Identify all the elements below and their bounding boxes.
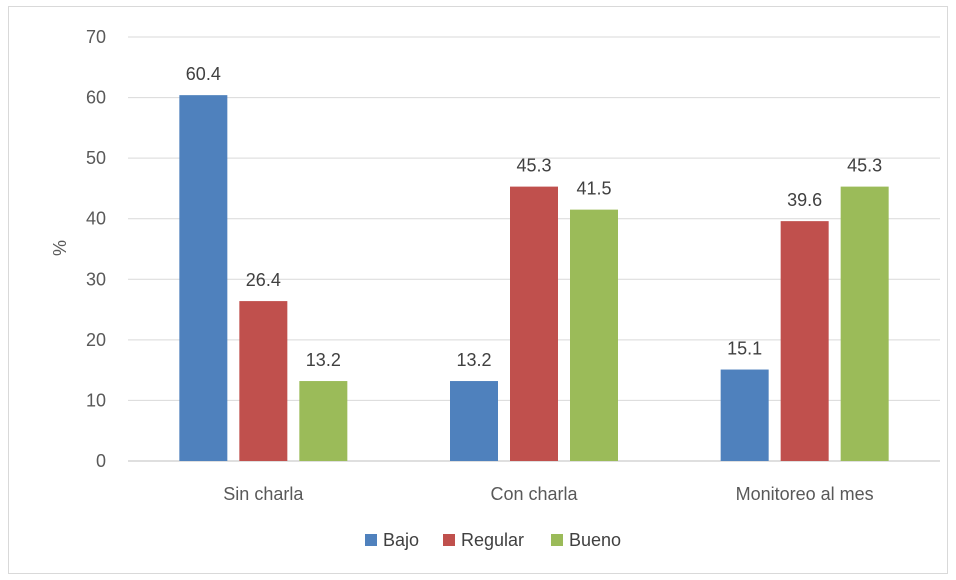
x-tick-label: Sin charla bbox=[223, 484, 304, 504]
bar-bajo bbox=[450, 381, 498, 461]
data-label: 26.4 bbox=[246, 270, 281, 290]
y-tick-label: 60 bbox=[86, 88, 106, 108]
data-label: 13.2 bbox=[456, 350, 491, 370]
bar-regular bbox=[510, 186, 558, 461]
y-tick-label: 30 bbox=[86, 269, 106, 289]
y-tick-label: 10 bbox=[86, 390, 106, 410]
legend-label-bueno: Bueno bbox=[569, 530, 621, 550]
data-label: 39.6 bbox=[787, 190, 822, 210]
bar-bueno bbox=[840, 186, 889, 461]
legend-label-regular: Regular bbox=[461, 530, 524, 550]
data-label: 45.3 bbox=[847, 156, 882, 176]
data-label: 13.2 bbox=[306, 350, 341, 370]
y-tick-label: 50 bbox=[86, 148, 106, 168]
data-label: 41.5 bbox=[576, 179, 611, 199]
y-axis-ticks: 0 10 20 30 40 50 60 70 bbox=[86, 27, 106, 471]
data-label: 45.3 bbox=[516, 156, 551, 176]
bars bbox=[179, 95, 889, 462]
bar-bajo bbox=[720, 369, 769, 461]
bar-regular bbox=[780, 221, 829, 461]
bar-bajo bbox=[179, 95, 228, 462]
data-label: 60.4 bbox=[186, 64, 221, 84]
legend-swatch-bueno bbox=[551, 534, 563, 546]
legend-swatch-bajo bbox=[365, 534, 377, 546]
y-axis-title: % bbox=[50, 240, 70, 256]
x-axis-ticks: Sin charla Con charla Monitoreo al mes bbox=[223, 484, 873, 504]
y-tick-label: 20 bbox=[86, 330, 106, 350]
data-labels: 60.4 26.4 13.2 13.2 45.3 41.5 15.1 39.6 45.3 bbox=[186, 64, 882, 370]
y-tick-label: 0 bbox=[96, 451, 106, 471]
legend: Bajo Regular Bueno bbox=[365, 530, 621, 550]
bar-regular bbox=[239, 301, 288, 461]
bar-bueno bbox=[299, 381, 348, 461]
bar-bueno bbox=[570, 209, 618, 461]
y-tick-label: 40 bbox=[86, 209, 106, 229]
data-label: 15.1 bbox=[727, 339, 762, 359]
legend-swatch-regular bbox=[443, 534, 455, 546]
legend-label-bajo: Bajo bbox=[383, 530, 419, 550]
x-tick-label: Monitoreo al mes bbox=[736, 484, 874, 504]
y-tick-label: 70 bbox=[86, 27, 106, 47]
x-tick-label: Con charla bbox=[490, 484, 578, 504]
